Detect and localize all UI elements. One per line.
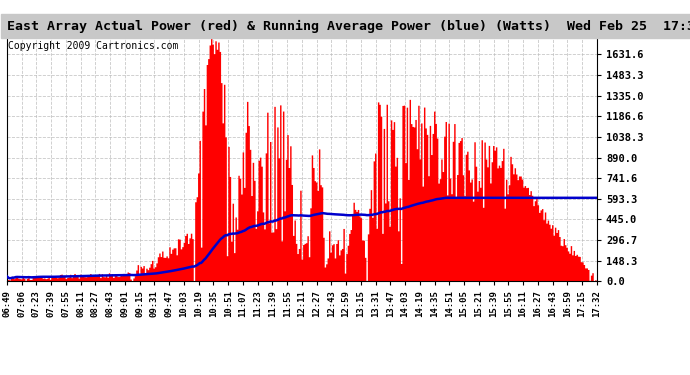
Text: Copyright 2009 Cartronics.com: Copyright 2009 Cartronics.com [8,41,179,51]
Text: East Array Actual Power (red) & Running Average Power (blue) (Watts)  Wed Feb 25: East Array Actual Power (red) & Running … [7,20,690,33]
